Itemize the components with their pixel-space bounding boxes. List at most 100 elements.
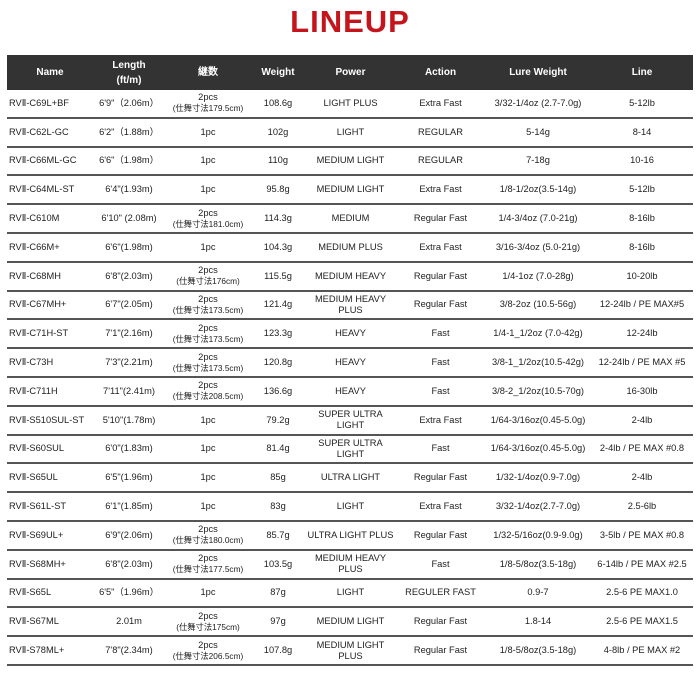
cell-power: SUPER ULTRA LIGHT (305, 434, 396, 465)
line-text: 2.5-6 PE MAX1.0 (606, 587, 678, 598)
name-text: RVⅡ-C711H (9, 385, 58, 396)
cell-lure: 1/4-3/4oz (7.0-21g) (485, 204, 591, 234)
name-text: RVⅡ-S61L-ST (9, 501, 67, 512)
length-text: 7'3"(2.21m) (105, 357, 153, 368)
cell-length: 7'11"(2.41m) (93, 376, 165, 407)
cell-pcs: 2pcs (仕舞寸法180.0cm) (165, 520, 251, 551)
line-text: 8-16lb (629, 213, 655, 224)
pcs-text: 1pc (200, 587, 216, 598)
cell-lure: 3/32-1/4oz (2.7-7.0g) (485, 90, 591, 119)
lure-text: 0.9-7 (527, 587, 549, 598)
cell-line: 16-30lb (591, 376, 693, 407)
cell-line: 4-8lb / PE MAX #2 (591, 636, 693, 666)
length-text: 7'1"(2.16m) (105, 328, 153, 339)
lure-text: 1.8-14 (524, 616, 552, 627)
length-text: 6'4"(1.93m) (105, 184, 153, 195)
cell-weight: 110g (251, 146, 305, 177)
cell-name: RVⅡ-C73H (7, 348, 93, 378)
pieces-note: (仕舞寸法173.5cm) (172, 304, 244, 315)
power-text: MEDIUM (331, 213, 370, 224)
weight-text: 83g (270, 501, 286, 512)
length-text: 6'5"(1.96m) (105, 472, 153, 483)
pcs-text: 2pcs (198, 553, 218, 564)
length-text: 6'7"(2.05m) (105, 299, 153, 310)
name-text: RVⅡ-C64ML-ST (9, 184, 75, 195)
line-text: 2.5-6lb (627, 501, 657, 512)
header-row: Name Length (ft/m) 継数 Weight Power Actio… (7, 55, 693, 90)
cell-lure: 1/8-1/2oz(3.5-14g) (485, 175, 591, 206)
cell-name: RVⅡ-C68MH (7, 261, 93, 292)
col-header-length-text: Length (ft/m) (112, 59, 146, 86)
table-row: RVⅡ-C610M 6'10" (2.08m) 2pcs (仕舞寸法181.0cm) 1… (7, 204, 693, 234)
cell-action: Regular Fast (396, 290, 485, 321)
pieces-note: (仕舞寸法175cm) (176, 621, 240, 632)
col-header-line: Line (591, 55, 693, 90)
cell-power: MEDIUM LIGHT PLUS (305, 636, 396, 666)
cell-length: 6'1"(1.85m) (93, 492, 165, 522)
cell-action: REGULAR (396, 146, 485, 177)
action-text: REGULAR (418, 126, 463, 137)
table-row: RVⅡ-C66ML-GC 6'6"（1.98m） 1pc 110g MEDIUM LIG… (7, 146, 693, 177)
cell-length: 6'5"(1.96m) (93, 463, 165, 494)
action-text: REGULER FAST (405, 587, 476, 598)
action-text: Fast (431, 328, 450, 339)
pcs-text: 1pc (200, 184, 216, 195)
length-text: 7'11"(2.41m) (103, 385, 155, 396)
action-text: Regular Fast (413, 616, 468, 627)
name-text: RVⅡ-C66ML-GC (9, 155, 77, 166)
cell-pcs: 1pc (165, 146, 251, 177)
table-row: RVⅡ-S61L-ST 6'1"(1.85m) 1pc 83g LIGHT Extra F… (7, 492, 693, 522)
weight-text: 95.8g (266, 184, 290, 195)
lure-text: 1/4-3/4oz (7.0-21g) (498, 213, 578, 224)
cell-action: REGULER FAST (396, 578, 485, 609)
cell-power: MEDIUM PLUS (305, 232, 396, 263)
table-row: RVⅡ-S78ML+ 7'8"(2.34m) 2pcs (仕舞寸法206.5cm) 10… (7, 636, 693, 666)
power-text: MEDIUM HEAVY PLUS (314, 293, 387, 315)
name-text: RVⅡ-S68MH+ (9, 558, 66, 569)
cell-action: Regular Fast (396, 463, 485, 494)
cell-lure: 1/8-5/8oz(3.5-18g) (485, 549, 591, 580)
cell-line: 8-14 (591, 117, 693, 148)
cell-power: HEAVY (305, 348, 396, 378)
weight-text: 136.6g (263, 385, 293, 396)
page-title: LINEUP (290, 4, 410, 39)
cell-length: 6'9"（2.06m） (93, 90, 165, 119)
cell-line: 10-20lb (591, 261, 693, 292)
table-row: RVⅡ-C62L-GC 6'2"（1.88m） 1pc 102g LIGHT REGULA… (7, 117, 693, 148)
cell-pcs: 1pc (165, 463, 251, 494)
cell-pcs: 1pc (165, 492, 251, 522)
table-row: RVⅡ-C64ML-ST 6'4"(1.93m) 1pc 95.8g MEDIUM LI… (7, 175, 693, 206)
cell-name: RVⅡ-C711H (7, 376, 93, 407)
cell-weight: 107.8g (251, 636, 305, 666)
weight-text: 85.7g (266, 529, 290, 540)
cell-lure: 7-18g (485, 146, 591, 177)
cell-lure: 1/64-3/16oz(0.45-5.0g) (485, 434, 591, 465)
line-text: 16-30lb (626, 385, 658, 396)
cell-length: 6'5"（1.96m） (93, 578, 165, 609)
lure-text: 1/8-1/2oz(3.5-14g) (499, 184, 577, 195)
cell-pcs: 2pcs (仕舞寸法206.5cm) (165, 636, 251, 666)
action-text: Regular Fast (413, 472, 468, 483)
cell-weight: 87g (251, 578, 305, 609)
table-row: RVⅡ-C73H 7'3"(2.21m) 2pcs (仕舞寸法173.5cm) 120.… (7, 348, 693, 378)
name-text: RVⅡ-S65L (9, 587, 52, 598)
cell-weight: 83g (251, 492, 305, 522)
lure-text: 3/32-1/4oz (2.7-7.0g) (494, 97, 582, 108)
weight-text: 103.5g (263, 558, 293, 569)
lineup-table: Name Length (ft/m) 継数 Weight Power Actio… (7, 55, 693, 666)
cell-power: HEAVY (305, 376, 396, 407)
col-header-power: Power (305, 55, 396, 90)
length-text: 5'10"(1.78m) (102, 414, 156, 425)
cell-power: ULTRA LIGHT PLUS (305, 520, 396, 551)
cell-line: 10-16 (591, 146, 693, 177)
cell-lure: 3/8-2oz (10.5-56g) (485, 290, 591, 321)
cell-action: Fast (396, 376, 485, 407)
cell-power: ULTRA LIGHT (305, 463, 396, 494)
name-text: RVⅡ-C66M+ (9, 241, 60, 252)
cell-power: HEAVY (305, 319, 396, 350)
length-text: 6'9"（2.06m） (99, 97, 159, 108)
name-text: RVⅡ-C73H (9, 357, 54, 368)
action-text: Extra Fast (419, 241, 462, 252)
cell-power: LIGHT (305, 117, 396, 148)
cell-action: Extra Fast (396, 405, 485, 436)
